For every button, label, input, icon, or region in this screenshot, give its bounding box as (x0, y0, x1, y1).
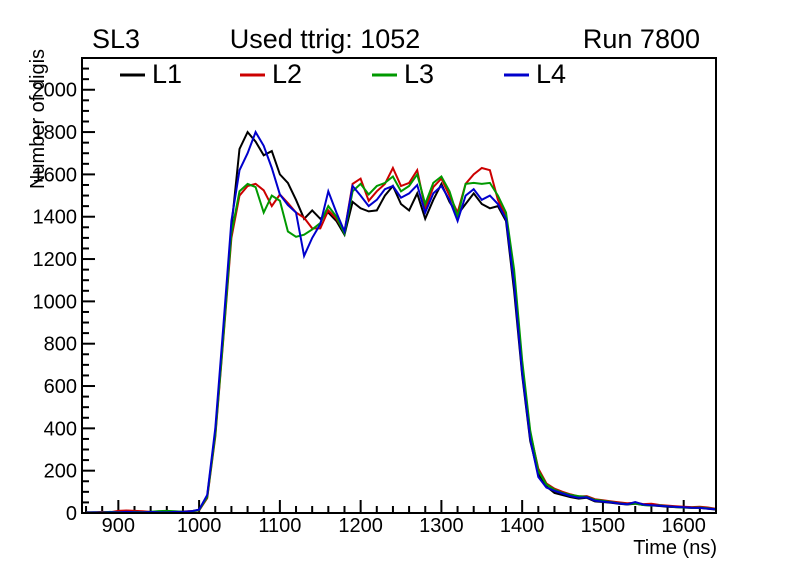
series-line-l4 (85, 129, 715, 512)
series-lines (85, 129, 715, 512)
legend-entry-l2: L2 (240, 61, 302, 88)
x-axis-title: Time (ns) (633, 537, 717, 559)
legend-entry-l4: L4 (504, 61, 566, 88)
x-tick-label-1600: 1600 (661, 515, 706, 537)
y-tick-label-1600: 1600 (33, 164, 78, 186)
y-tick-label-400: 400 (44, 418, 77, 440)
x-tick-label-1100: 1100 (258, 515, 301, 537)
y-tick-label-1800: 1800 (33, 122, 78, 144)
legend-label: L3 (404, 59, 435, 89)
x-tick-label-1400: 1400 (500, 515, 545, 537)
legend-line-icon (120, 73, 145, 76)
legend-entry-l1: L1 (120, 61, 182, 88)
legend-label: L4 (536, 59, 567, 89)
y-tick-label-2000: 2000 (33, 80, 78, 102)
series-line-l2 (86, 165, 715, 512)
y-tick-label-800: 800 (44, 334, 77, 356)
legend-line-icon (240, 73, 265, 76)
series-line-l3 (85, 172, 715, 512)
x-tick-label-900: 900 (102, 515, 135, 537)
series-line-l1 (86, 130, 715, 512)
superlayer-label: SL3 (92, 24, 141, 54)
x-tick-label-1300: 1300 (419, 515, 464, 537)
ttrig-title: Used ttrig: 1052 (229, 24, 421, 54)
x-tick-labels: 900 1000 1100 1200 1300 1400 1500 1600 (102, 515, 706, 537)
x-tick-label-1000: 1000 (177, 515, 222, 537)
legend-line-icon (372, 73, 397, 76)
legend-line-icon (504, 73, 529, 76)
legend-label: L2 (272, 59, 303, 89)
y-tick-label-200: 200 (44, 461, 77, 483)
y-tick-label-600: 600 (44, 376, 77, 398)
plot-frame (81, 57, 717, 514)
y-tick-label-1000: 1000 (33, 291, 78, 313)
legend-entry-l3: L3 (372, 61, 434, 88)
y-tick-labels: 0 200 400 600 800 1000 1200 1400 1600 1800 2000 (33, 80, 78, 525)
y-tick-label-1400: 1400 (33, 207, 78, 229)
axis-ticks (82, 67, 701, 514)
run-number-label: Run 7800 (582, 24, 700, 54)
x-tick-label-1200: 1200 (338, 515, 383, 537)
x-tick-label-1500: 1500 (581, 515, 626, 537)
y-tick-label-1200: 1200 (33, 249, 78, 271)
y-tick-label-0: 0 (66, 503, 77, 525)
legend-label: L1 (152, 59, 183, 89)
y-axis-title: Number of digis (27, 48, 49, 190)
